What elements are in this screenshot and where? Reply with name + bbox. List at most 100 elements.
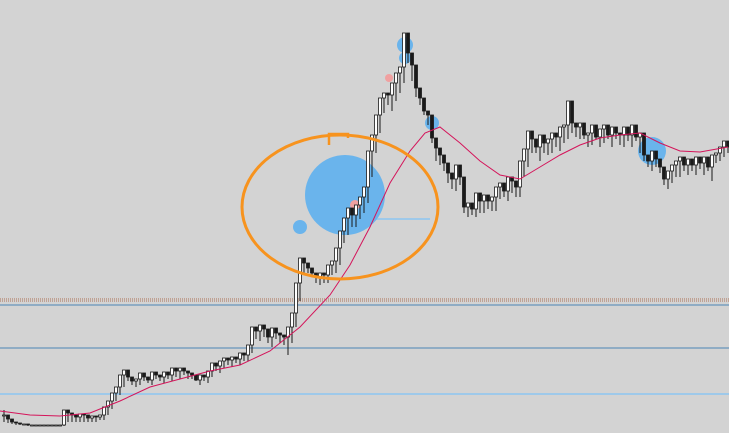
candle-body (182, 367, 186, 372)
candle-21 (86, 414, 90, 422)
candle-body (402, 32, 406, 68)
candle-104 (418, 87, 422, 105)
candle-90 (362, 186, 366, 213)
candle-body (662, 166, 666, 180)
candle-body (438, 147, 442, 156)
candle-11 (46, 424, 50, 427)
candle-body (502, 182, 506, 192)
candle-body (234, 356, 238, 360)
bubble-0 (305, 155, 385, 235)
candle-body (122, 369, 126, 376)
candle-body (458, 164, 462, 178)
candle-body (382, 92, 386, 99)
candle-165 (662, 166, 666, 185)
candle-body (558, 126, 562, 138)
candle-body (442, 154, 446, 164)
candle-174 (698, 156, 702, 169)
candle-body (530, 130, 534, 140)
candle-54 (218, 360, 222, 373)
candle-7 (30, 424, 34, 427)
candle-136 (546, 138, 550, 155)
candle-body (114, 386, 118, 394)
candle-body (38, 424, 42, 427)
candle-73 (294, 282, 298, 327)
candle-body (434, 137, 438, 149)
candle-body (222, 357, 226, 362)
candle-180 (722, 140, 726, 157)
candle-body (418, 87, 422, 99)
candle-body (614, 126, 618, 134)
candle-68 (274, 327, 278, 339)
candle-76 (306, 262, 310, 273)
candle-body (66, 409, 70, 414)
candle-24 (98, 414, 102, 420)
candle-body (58, 424, 62, 427)
candle-114 (458, 164, 462, 185)
candle-body (266, 328, 270, 338)
candle-117 (470, 202, 474, 215)
candle-43 (174, 367, 178, 377)
candle-body (154, 371, 158, 376)
candle-103 (414, 64, 418, 97)
candle-body (474, 192, 478, 210)
candle-body (430, 114, 434, 139)
candle-body (194, 374, 198, 381)
candle-body (494, 186, 498, 198)
candle-body (190, 372, 194, 376)
candle-body (262, 324, 266, 330)
candle-body (50, 424, 54, 427)
candle-body (386, 92, 390, 96)
candle-body (538, 134, 542, 148)
candle-4 (18, 422, 22, 425)
candle-124 (498, 182, 502, 199)
candle-body (142, 372, 146, 378)
candle-121 (486, 194, 490, 209)
annotation-hook (327, 132, 350, 145)
candle-34 (138, 372, 142, 385)
candle-body (478, 192, 482, 202)
candle-body (334, 247, 338, 262)
candle-150 (602, 124, 606, 143)
candle-body (306, 262, 310, 269)
candle-65 (262, 324, 266, 337)
candle-60 (242, 352, 246, 361)
candle-body (714, 152, 718, 156)
candle-105 (422, 97, 426, 115)
candle-body (302, 257, 306, 264)
candle-8 (34, 424, 38, 427)
candle-107 (430, 114, 434, 143)
candle-body (374, 114, 378, 136)
candle-101 (406, 32, 410, 63)
candle-body (282, 334, 286, 338)
candle-body (462, 176, 466, 208)
candle-89 (358, 196, 362, 219)
candle-body (30, 424, 34, 427)
candle-64 (258, 324, 262, 341)
candle-body (110, 392, 114, 402)
candle-body (646, 154, 650, 162)
candle-body (254, 326, 258, 332)
candle-body (186, 370, 190, 374)
candle-body (18, 422, 22, 425)
candle-body (74, 414, 78, 418)
candle-51 (206, 370, 210, 383)
candle-body (294, 282, 298, 314)
candle-body (158, 374, 162, 378)
candle-36 (146, 376, 150, 383)
candle-body (366, 150, 370, 188)
candle-12 (50, 424, 54, 427)
candle-6 (26, 423, 30, 426)
candle-body (354, 204, 358, 216)
candle-body (526, 130, 530, 150)
candle-body (498, 182, 502, 188)
candle-body (98, 414, 102, 418)
candle-body (514, 180, 518, 188)
candle-body (694, 156, 698, 166)
candle-10 (42, 424, 46, 427)
candle-body (630, 124, 634, 136)
candle-57 (230, 356, 234, 367)
candle-39 (158, 374, 162, 381)
candle-91 (366, 150, 370, 203)
candle-body (582, 122, 586, 136)
candle-body (330, 260, 334, 266)
